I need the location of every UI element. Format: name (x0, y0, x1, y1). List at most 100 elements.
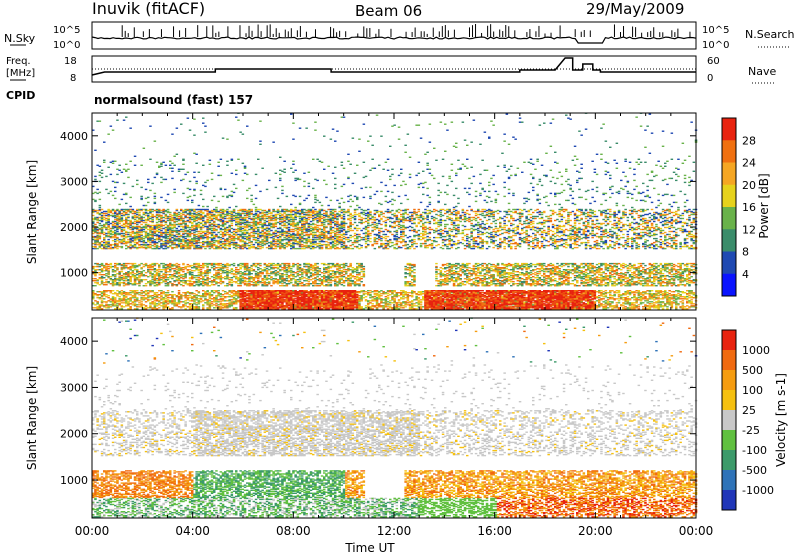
power-cell (211, 226, 214, 227)
power-cell (191, 202, 194, 203)
power-cell (123, 235, 126, 236)
power-cell (231, 238, 234, 239)
power-cell (286, 214, 289, 215)
power-cell (233, 307, 236, 308)
power-cell (195, 236, 198, 237)
power-cell (231, 232, 234, 233)
power-cell (182, 220, 185, 221)
power-cell (125, 263, 128, 264)
power-cell (169, 294, 172, 295)
power-cell (116, 243, 119, 244)
power-cell (140, 196, 143, 197)
power-cell (244, 173, 247, 174)
power-cell (195, 234, 198, 235)
power-cell (239, 278, 242, 279)
power-cell (297, 271, 300, 272)
power-cell (244, 277, 247, 278)
power-cell (220, 283, 223, 284)
power-cell (154, 296, 157, 297)
power-cell (167, 211, 170, 212)
power-cell (184, 233, 187, 234)
power-cell (149, 237, 152, 238)
power-cell (270, 230, 273, 231)
power-cell (288, 239, 291, 240)
power-cell (156, 214, 159, 215)
power-cell (228, 229, 231, 230)
power-cell (171, 171, 174, 172)
power-cell (178, 169, 181, 170)
power-cell (173, 294, 176, 295)
power-cell (255, 281, 257, 282)
power-cell (275, 248, 278, 249)
power-cell (235, 229, 238, 230)
power-cell (281, 267, 284, 268)
power-cell (231, 279, 234, 280)
power-cell (136, 290, 139, 291)
power-cell (149, 302, 152, 303)
power-cell (110, 306, 113, 307)
power-cell (154, 274, 157, 275)
power-cell (239, 239, 242, 240)
power-cell (235, 188, 238, 189)
power-cell (140, 290, 143, 291)
power-cell (129, 266, 132, 267)
power-cell (195, 240, 198, 241)
power-cell (147, 233, 150, 234)
power-cell (288, 263, 291, 264)
power-cell (187, 302, 190, 303)
power-cell (191, 233, 194, 234)
power-cell (228, 195, 231, 196)
power-cell (222, 241, 225, 242)
power-cell (149, 218, 152, 219)
power-cell (213, 266, 216, 267)
power-cell (162, 248, 165, 249)
power-cell (231, 271, 234, 272)
power-cell (255, 290, 257, 291)
power-cell (134, 235, 137, 236)
power-cell (178, 238, 181, 239)
power-cell (112, 266, 115, 267)
power-cell (200, 269, 203, 270)
power-cell (198, 222, 201, 223)
power-cell (127, 271, 130, 272)
power-cell (233, 192, 236, 193)
power-cell (279, 275, 282, 276)
power-cell (178, 171, 181, 172)
power-cell (195, 154, 198, 155)
power-cell (191, 200, 194, 201)
power-cell (94, 285, 97, 286)
power-cell (255, 227, 257, 228)
power-cell (220, 296, 223, 297)
power-cell (165, 279, 168, 280)
power-cell (235, 231, 238, 232)
power-cell (250, 218, 253, 219)
power-cell (239, 209, 242, 210)
power-cell (253, 216, 256, 217)
power-cell (272, 220, 275, 221)
power-cell (99, 235, 102, 236)
power-cell (213, 240, 216, 241)
power-cell (151, 240, 154, 241)
power-cell (206, 307, 209, 308)
power-cell (182, 295, 185, 296)
power-cell (107, 270, 110, 271)
power-cell (145, 224, 148, 225)
power-cell (151, 214, 154, 215)
power-cell (202, 293, 205, 294)
power-cell (178, 218, 181, 219)
power-cell (99, 209, 102, 210)
power-cell (125, 283, 128, 284)
power-cell (173, 217, 176, 218)
power-cell (107, 209, 110, 210)
power-cell (290, 221, 293, 222)
power-cell (171, 278, 174, 279)
power-cell (272, 223, 275, 224)
power-cell (121, 246, 124, 247)
power-cell (202, 212, 205, 213)
power-cell (217, 263, 220, 264)
power-cell (213, 232, 216, 233)
power-cell (226, 209, 229, 210)
power-cell (160, 279, 163, 280)
power-cell (246, 126, 249, 127)
power-cell (224, 300, 227, 301)
